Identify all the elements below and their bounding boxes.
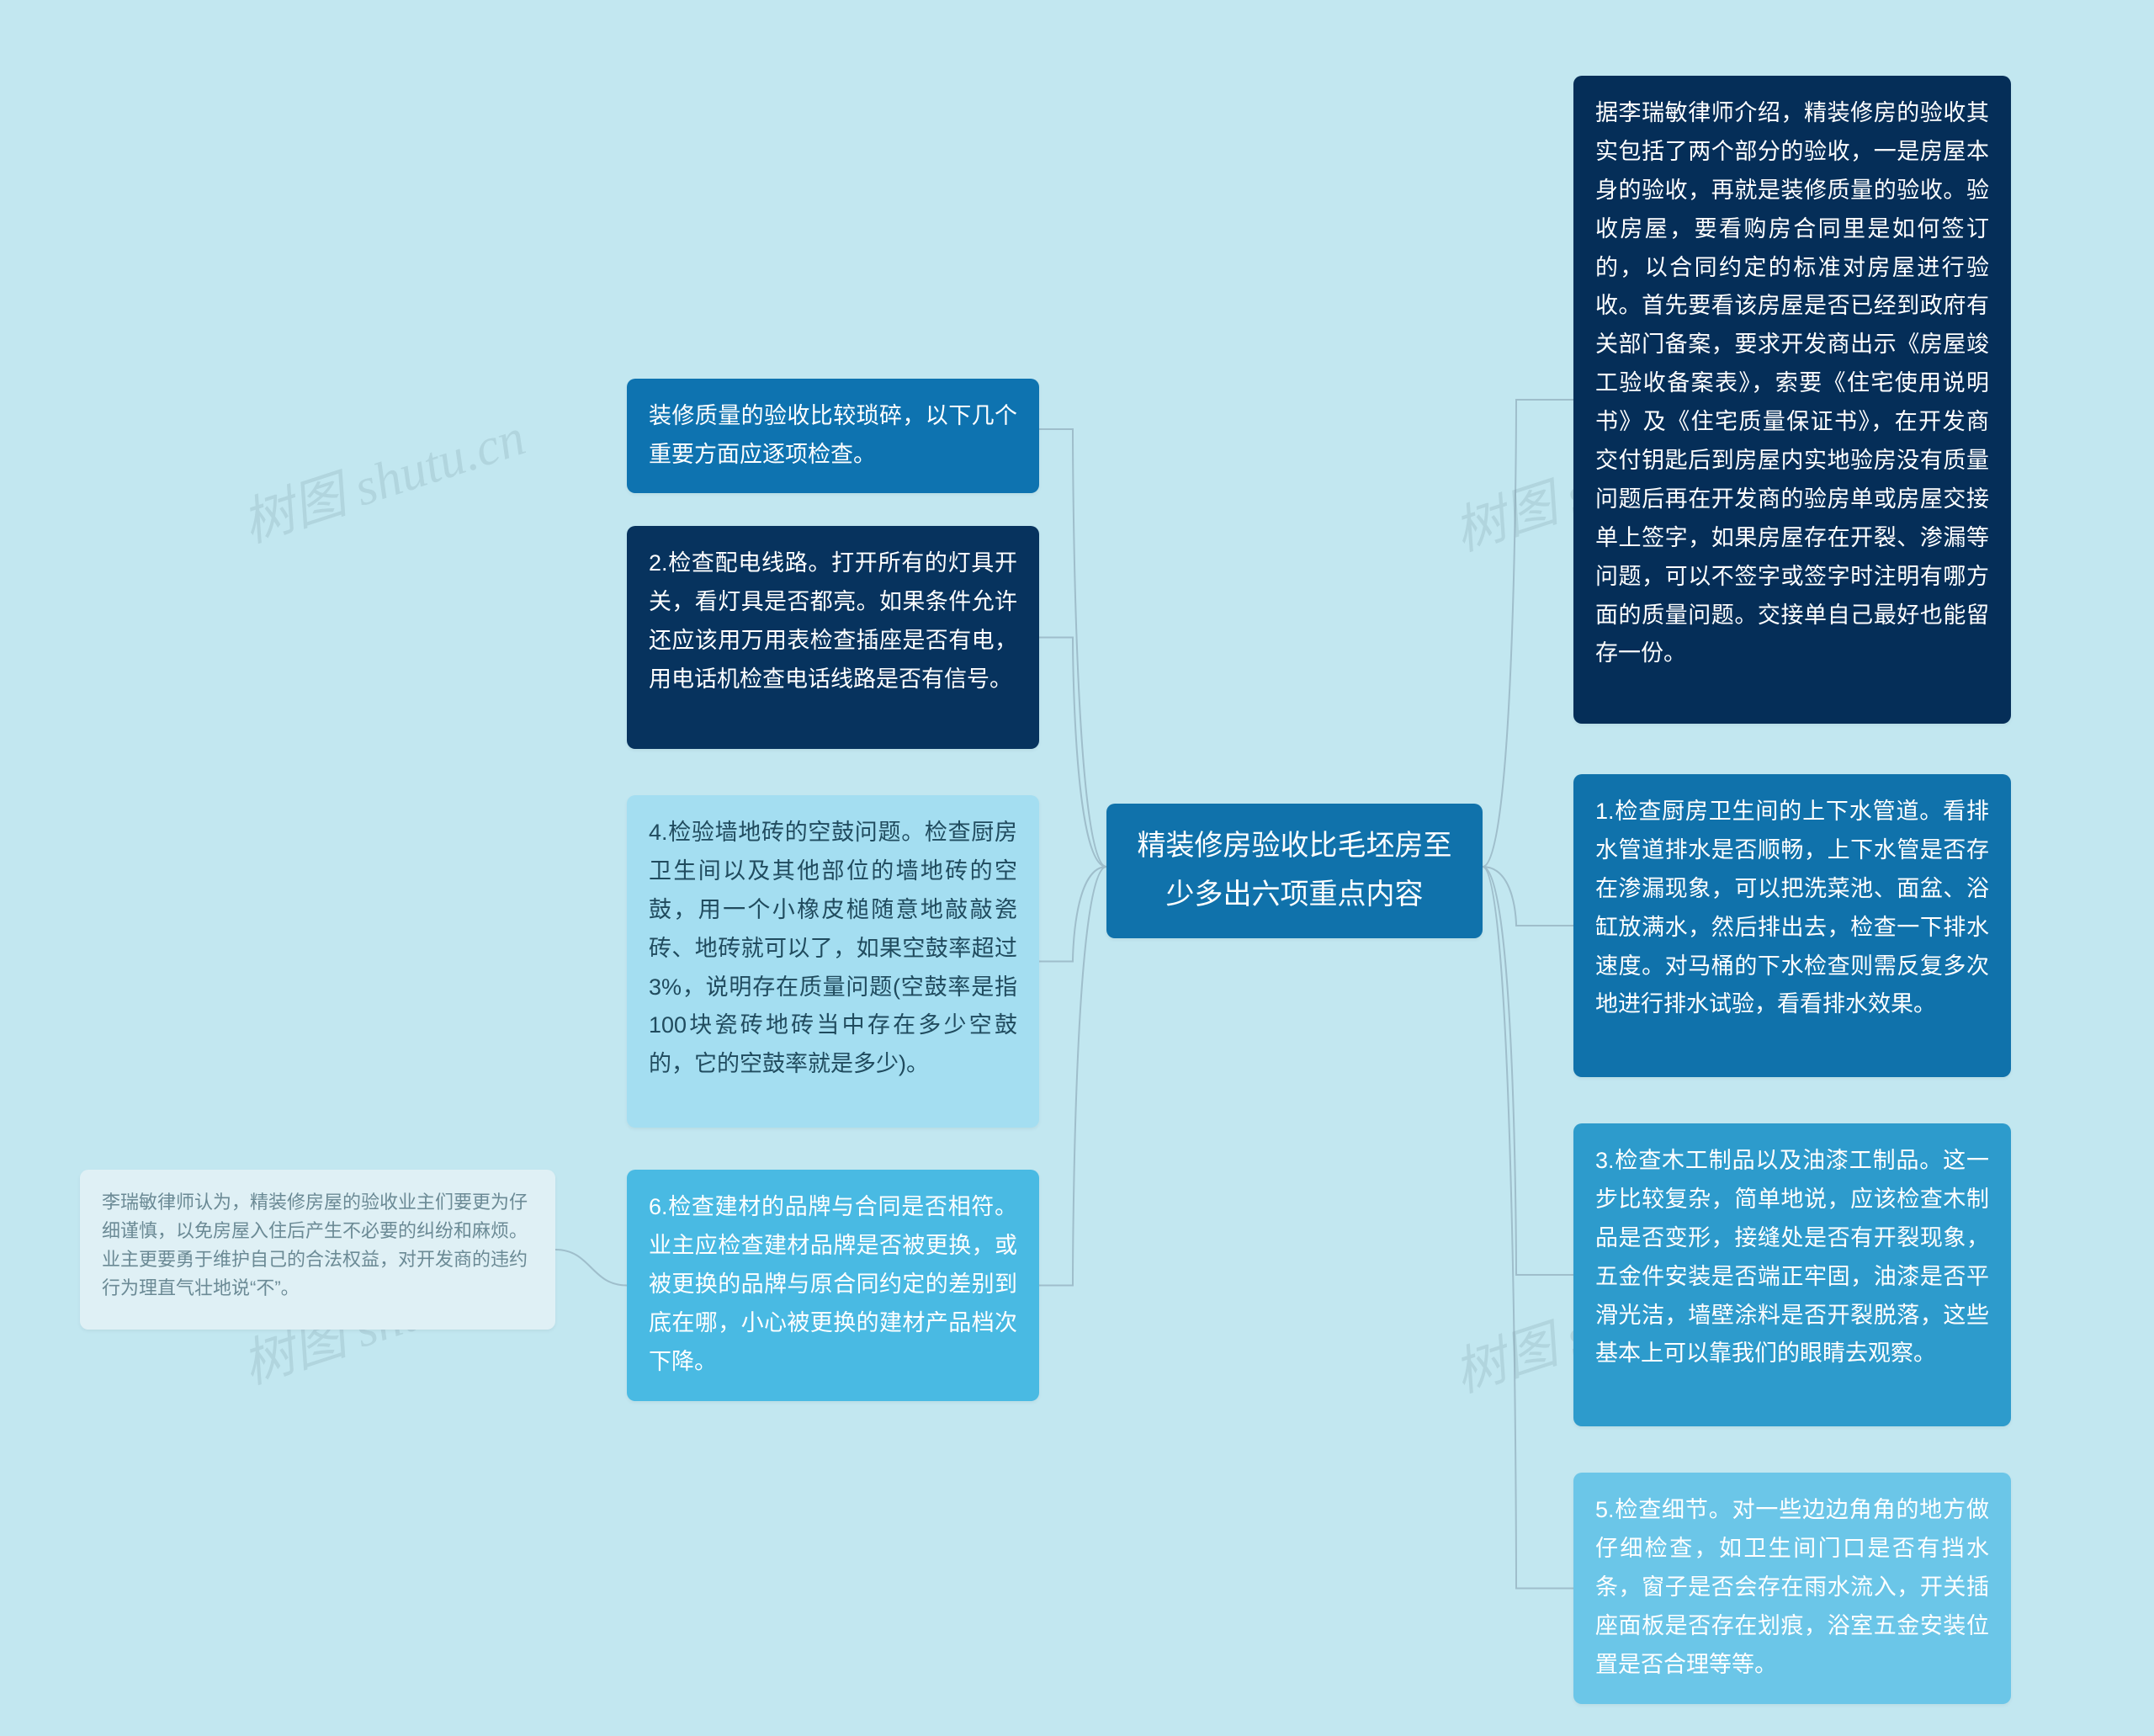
- left-extra-note: 李瑞敏律师认为，精装修房屋的验收业主们要更为仔细谨慎，以免房屋入住后产生不必要的…: [80, 1170, 555, 1330]
- right-node-intro: 据李瑞敏律师介绍，精装修房的验收其实包括了两个部分的验收，一是房屋本身的验收，再…: [1573, 76, 2011, 724]
- left-node-item2: 2.检查配电线路。打开所有的灯具开关，看灯具是否都亮。如果条件允许还应该用万用表…: [627, 526, 1039, 749]
- left-node-item4: 4.检验墙地砖的空鼓问题。检查厨房卫生间以及其他部位的墙地砖的空鼓，用一个小橡皮…: [627, 795, 1039, 1128]
- left-node-item6: 6.检查建材的品牌与合同是否相符。业主应检查建材品牌是否被更换，或被更换的品牌与…: [627, 1170, 1039, 1401]
- right-node-item3: 3.检查木工制品以及油漆工制品。这一步比较复杂，简单地说，应该检查木制品是否变形…: [1573, 1123, 2011, 1426]
- right-node-item1: 1.检查厨房卫生间的上下水管道。看排水管道排水是否顺畅，上下水管是否存在渗漏现象…: [1573, 774, 2011, 1077]
- watermark: 树图 shutu.cn: [231, 394, 533, 556]
- right-node-item5: 5.检查细节。对一些边边角角的地方做仔细检查，如卫生间门口是否有挡水条，窗子是否…: [1573, 1473, 2011, 1704]
- center-node: 精装修房验收比毛坯房至少多出六项重点内容: [1106, 804, 1483, 938]
- left-node-summary: 装修质量的验收比较琐碎，以下几个重要方面应逐项检查。: [627, 379, 1039, 493]
